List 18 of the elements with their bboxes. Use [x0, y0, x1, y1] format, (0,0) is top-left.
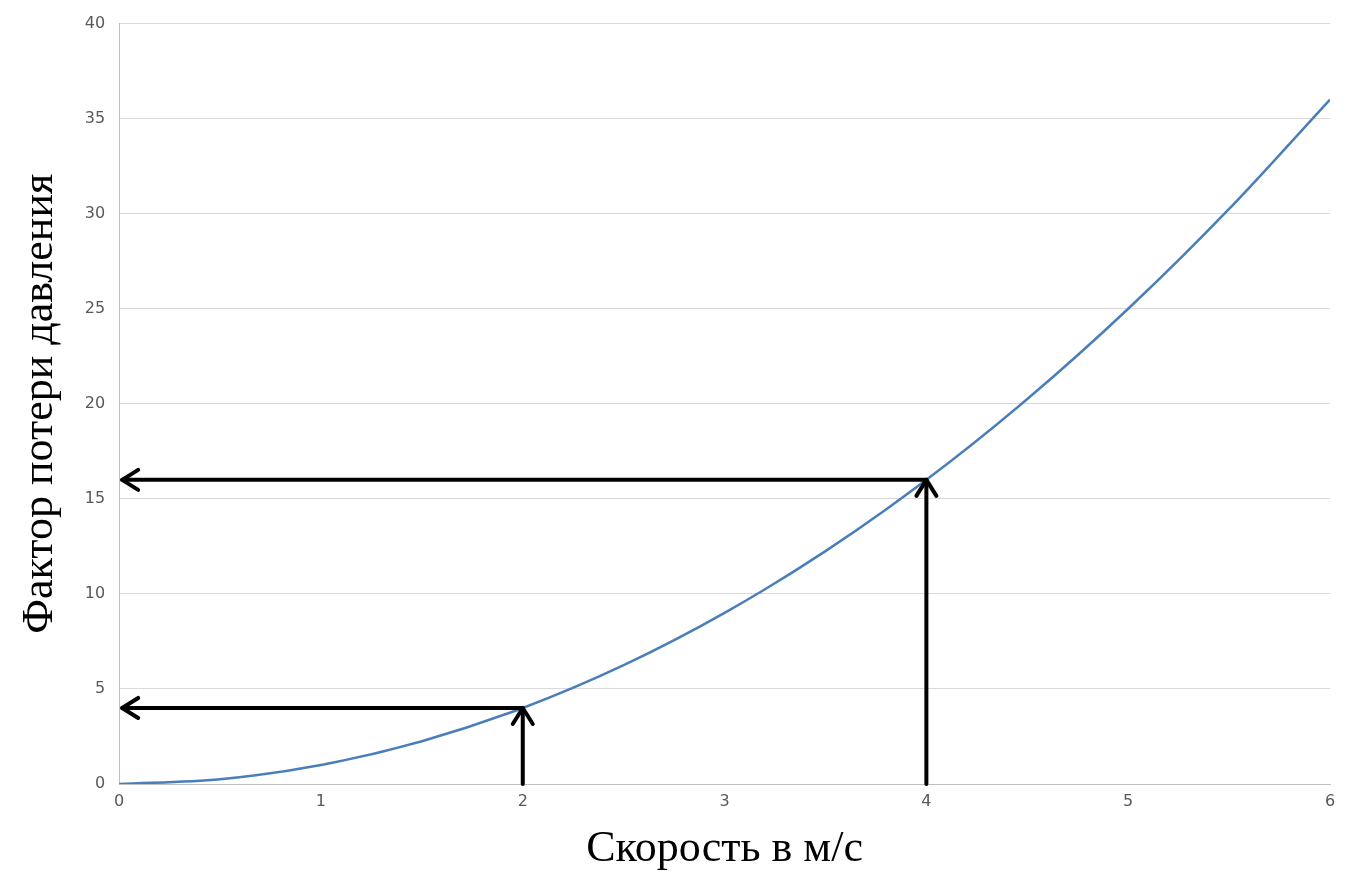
y-tick-label: 5 [94, 678, 106, 698]
y-tick-label: 0 [94, 773, 106, 793]
x-tick-label: 0 [114, 790, 125, 810]
x-tick-label: 1 [315, 790, 327, 810]
y-tick-label: 40 [84, 12, 106, 32]
x-tick-label: 4 [921, 790, 932, 810]
x-axis-title: Скорость в м/с [586, 822, 863, 872]
y-tick-label: 15 [84, 488, 106, 508]
y-tick-label: 10 [84, 583, 106, 603]
y-tick-label: 25 [84, 297, 106, 317]
x-tick-label: 2 [517, 790, 528, 810]
y-axis-title: Фактор потери давления [12, 173, 62, 634]
y-tick-label: 35 [84, 107, 106, 127]
x-tick-label: 3 [719, 790, 730, 810]
x-tick-label: 5 [1123, 790, 1134, 810]
y-tick-label: 20 [84, 392, 106, 412]
x-tick-label: 6 [1324, 790, 1336, 810]
y-tick-label: 30 [84, 202, 106, 222]
